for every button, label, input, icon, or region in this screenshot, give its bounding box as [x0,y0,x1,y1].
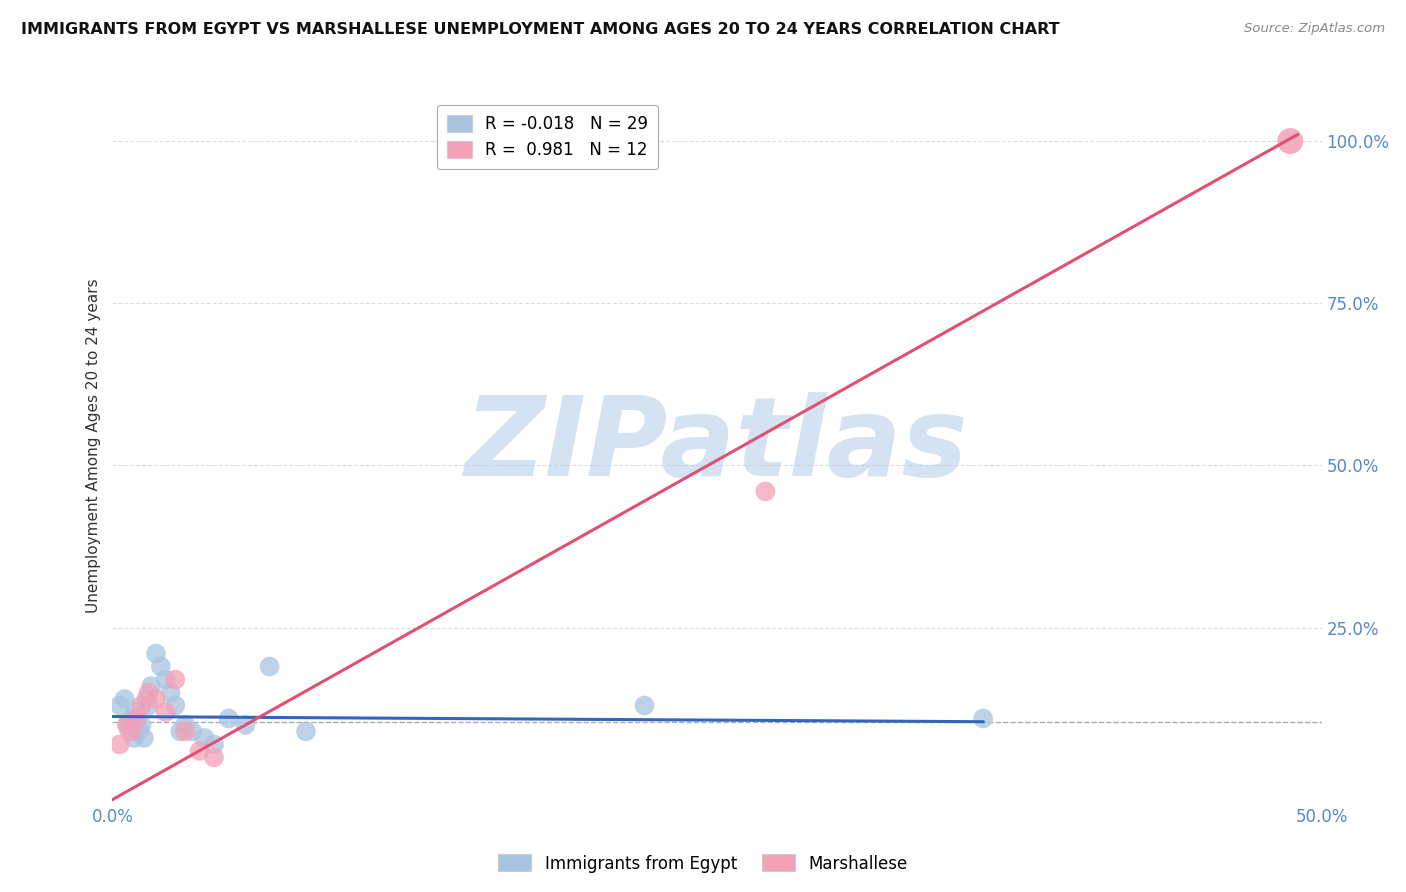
Point [169,724,191,739]
Point [108,698,131,713]
Point [188,744,211,758]
Point [159,685,181,699]
Point [145,647,167,661]
Point [202,750,225,764]
Point [202,738,225,752]
Point [193,731,215,745]
Point [122,731,145,745]
Point [754,484,776,499]
Point [174,718,197,732]
Point [295,724,318,739]
Legend: Immigrants from Egypt, Marshallese: Immigrants from Egypt, Marshallese [492,847,914,880]
Point [131,698,153,713]
Point [1279,134,1302,148]
Point [118,724,141,739]
Point [174,724,197,739]
Point [115,718,138,732]
Point [155,673,177,687]
Point [633,698,655,713]
Point [135,692,157,706]
Point [121,711,143,725]
Point [138,685,160,699]
Point [108,738,131,752]
Y-axis label: Unemployment Among Ages 20 to 24 years: Unemployment Among Ages 20 to 24 years [86,278,101,614]
Point [149,659,172,673]
Point [165,698,187,713]
Point [125,705,148,719]
Point [155,705,177,719]
Point [145,692,167,706]
Text: IMMIGRANTS FROM EGYPT VS MARSHALLESE UNEMPLOYMENT AMONG AGES 20 TO 24 YEARS CORR: IMMIGRANTS FROM EGYPT VS MARSHALLESE UNE… [21,22,1060,37]
Point [121,724,143,739]
Point [131,718,153,732]
Point [125,711,148,725]
Text: Source: ZipAtlas.com: Source: ZipAtlas.com [1244,22,1385,36]
Point [259,659,281,673]
Point [138,698,160,713]
Point [165,673,187,687]
Point [141,679,163,693]
Legend: R = -0.018   N = 29, R =  0.981   N = 12: R = -0.018 N = 29, R = 0.981 N = 12 [437,104,658,169]
Point [235,718,257,732]
Point [114,692,136,706]
Point [181,724,204,739]
Point [972,711,994,725]
Text: ZIPatlas: ZIPatlas [465,392,969,500]
Point [115,718,138,732]
Point [128,724,150,739]
Point [132,731,155,745]
Point [218,711,240,725]
